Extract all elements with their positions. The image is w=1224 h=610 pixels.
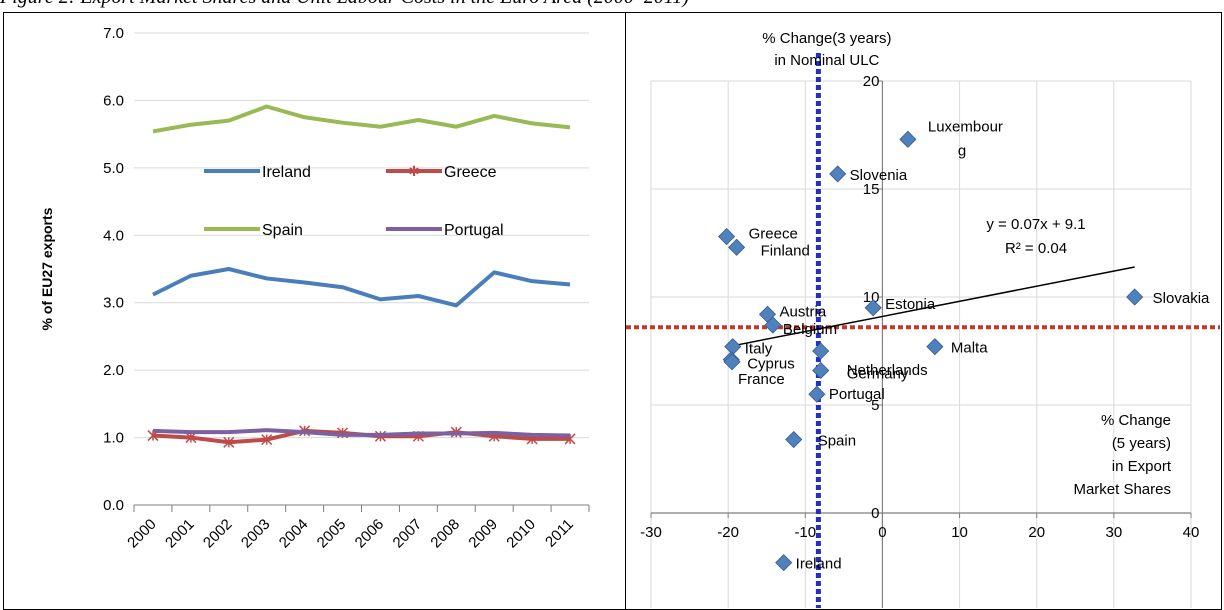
x-tick-label: 2011: [542, 516, 577, 551]
y-tick-label: 0: [871, 505, 879, 522]
x-tick-label: 2004: [276, 516, 312, 552]
data-point-ireland: [775, 554, 793, 572]
data-label-slovakia: Slovakia: [1153, 290, 1210, 307]
y-tick-label: 4.0: [103, 227, 124, 244]
series-line-ireland: [152, 267, 571, 308]
y-axis-label: % Change(3 years) in Nominal ULC: [762, 30, 891, 69]
series-line-portugal: [152, 428, 571, 438]
data-label-estonia: Estonia: [885, 296, 936, 313]
series-line-spain: [152, 104, 571, 134]
data-point-france: [723, 353, 741, 371]
y-axis-label: % of EU27 exports: [39, 207, 55, 330]
data-label-luxembour-g: Luxembour g: [928, 118, 1003, 159]
x-tick-label: 2000: [124, 516, 160, 552]
data-point-greece: [261, 434, 273, 446]
x-tick-label: 2007: [390, 516, 426, 552]
data-point-germany: [812, 361, 830, 380]
data-label-spain: Spain: [818, 433, 856, 450]
data-point-italy: [724, 338, 742, 356]
data-label-greece: Greece: [749, 226, 798, 243]
data-point-finland: [728, 238, 746, 256]
trendline: [727, 266, 1135, 348]
data-point-slovakia: [1126, 288, 1144, 306]
legend-label-spain: Spain: [262, 222, 303, 239]
data-point-netherlands: [812, 342, 830, 360]
x-axis-label: % Change (5 years) in Export Market Shares: [1073, 412, 1171, 498]
x-tick-label: 40: [1183, 524, 1200, 541]
data-point-malta: [926, 338, 944, 356]
x-tick-label: 2002: [200, 516, 236, 552]
y-tick-label: 6.0: [103, 92, 124, 109]
x-tick-label: 2005: [314, 516, 350, 552]
data-label-netherlands: Netherlands: [847, 362, 928, 379]
data-label-italy: Italy: [745, 341, 773, 358]
y-tick-label: 5: [871, 397, 879, 414]
data-label-germany: Germany: [847, 365, 909, 382]
data-label-finland: Finland: [761, 242, 810, 259]
data-label-slovenia: Slovenia: [850, 167, 908, 184]
x-tick-label: -30: [640, 524, 662, 541]
legend-label-portugal: Portugal: [444, 222, 504, 239]
y-tick-label: 3.0: [103, 295, 124, 312]
trendline-equation: y = 0.07x + 9.1: [986, 216, 1085, 233]
data-point-greece: [718, 227, 736, 246]
figure-caption: Figure 2: Export Market Shares and Unit …: [0, 0, 1224, 8]
x-tick-label: 2008: [427, 516, 463, 552]
y-tick-label: 20: [863, 73, 880, 90]
trendline-r2: R² = 0.04: [1005, 240, 1067, 257]
x-tick-label: 2003: [238, 516, 274, 552]
x-tick-label: -10: [794, 524, 816, 541]
data-label-portugal: Portugal: [829, 386, 885, 403]
data-point-estonia: [864, 299, 882, 317]
y-tick-label: 2.0: [103, 362, 124, 379]
data-label-malta: Malta: [951, 340, 988, 357]
legend-label-ireland: Ireland: [262, 164, 311, 181]
data-point-luxembour-g: [899, 130, 917, 148]
data-label-france: France: [738, 371, 785, 388]
y-tick-label: 5.0: [103, 160, 124, 177]
data-label-austria: Austria: [779, 303, 826, 320]
x-tick-label: 2006: [352, 516, 388, 552]
y-tick-label: 7.0: [103, 25, 124, 42]
data-point-greece: [185, 432, 197, 444]
x-tick-label: 10: [951, 524, 968, 541]
x-tick-label: 0: [878, 524, 886, 541]
x-tick-label: 2010: [503, 516, 539, 552]
legend-label-greece: Greece: [444, 164, 497, 181]
data-point-portugal: [808, 385, 826, 403]
data-point-belgium: [764, 316, 782, 334]
data-point-slovenia: [829, 165, 847, 183]
x-tick-label: 30: [1106, 524, 1123, 541]
x-tick-label: 20: [1028, 524, 1045, 541]
legend-marker-greece: ✱: [408, 163, 420, 179]
line-chart: 0.0 1.0 2.0 3.0 4.0 5.0 6.0 7.0 2000 2001 2002 2003…: [39, 25, 590, 552]
data-point-spain: [785, 430, 803, 449]
line-chart-panel: 0.0 1.0 2.0 3.0 4.0 5.0 6.0 7.0 2000 2001 2002 2003…: [3, 12, 626, 610]
y-tick-label: 1.0: [103, 430, 124, 447]
y-tick-label: 15: [863, 181, 880, 198]
data-label-ireland: Ireland: [796, 556, 842, 573]
data-label-belgium: Belgium: [783, 321, 837, 338]
x-tick-label: -20: [717, 524, 739, 541]
x-tick-label: 2009: [465, 516, 501, 552]
data-label-cyprus: Cyprus: [747, 356, 795, 373]
y-tick-label: 0.0: [103, 497, 124, 514]
x-tick-label: 2001: [162, 516, 198, 552]
data-point-greece: [223, 436, 235, 448]
